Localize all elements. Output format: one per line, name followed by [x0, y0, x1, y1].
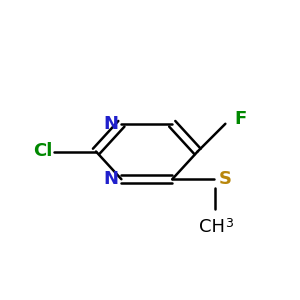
Text: 3: 3 [225, 217, 233, 230]
Text: N: N [103, 170, 118, 188]
Text: N: N [103, 115, 118, 133]
Text: S: S [218, 170, 231, 188]
Text: Cl: Cl [33, 142, 52, 160]
Text: F: F [235, 110, 247, 128]
Text: CH: CH [199, 218, 224, 236]
